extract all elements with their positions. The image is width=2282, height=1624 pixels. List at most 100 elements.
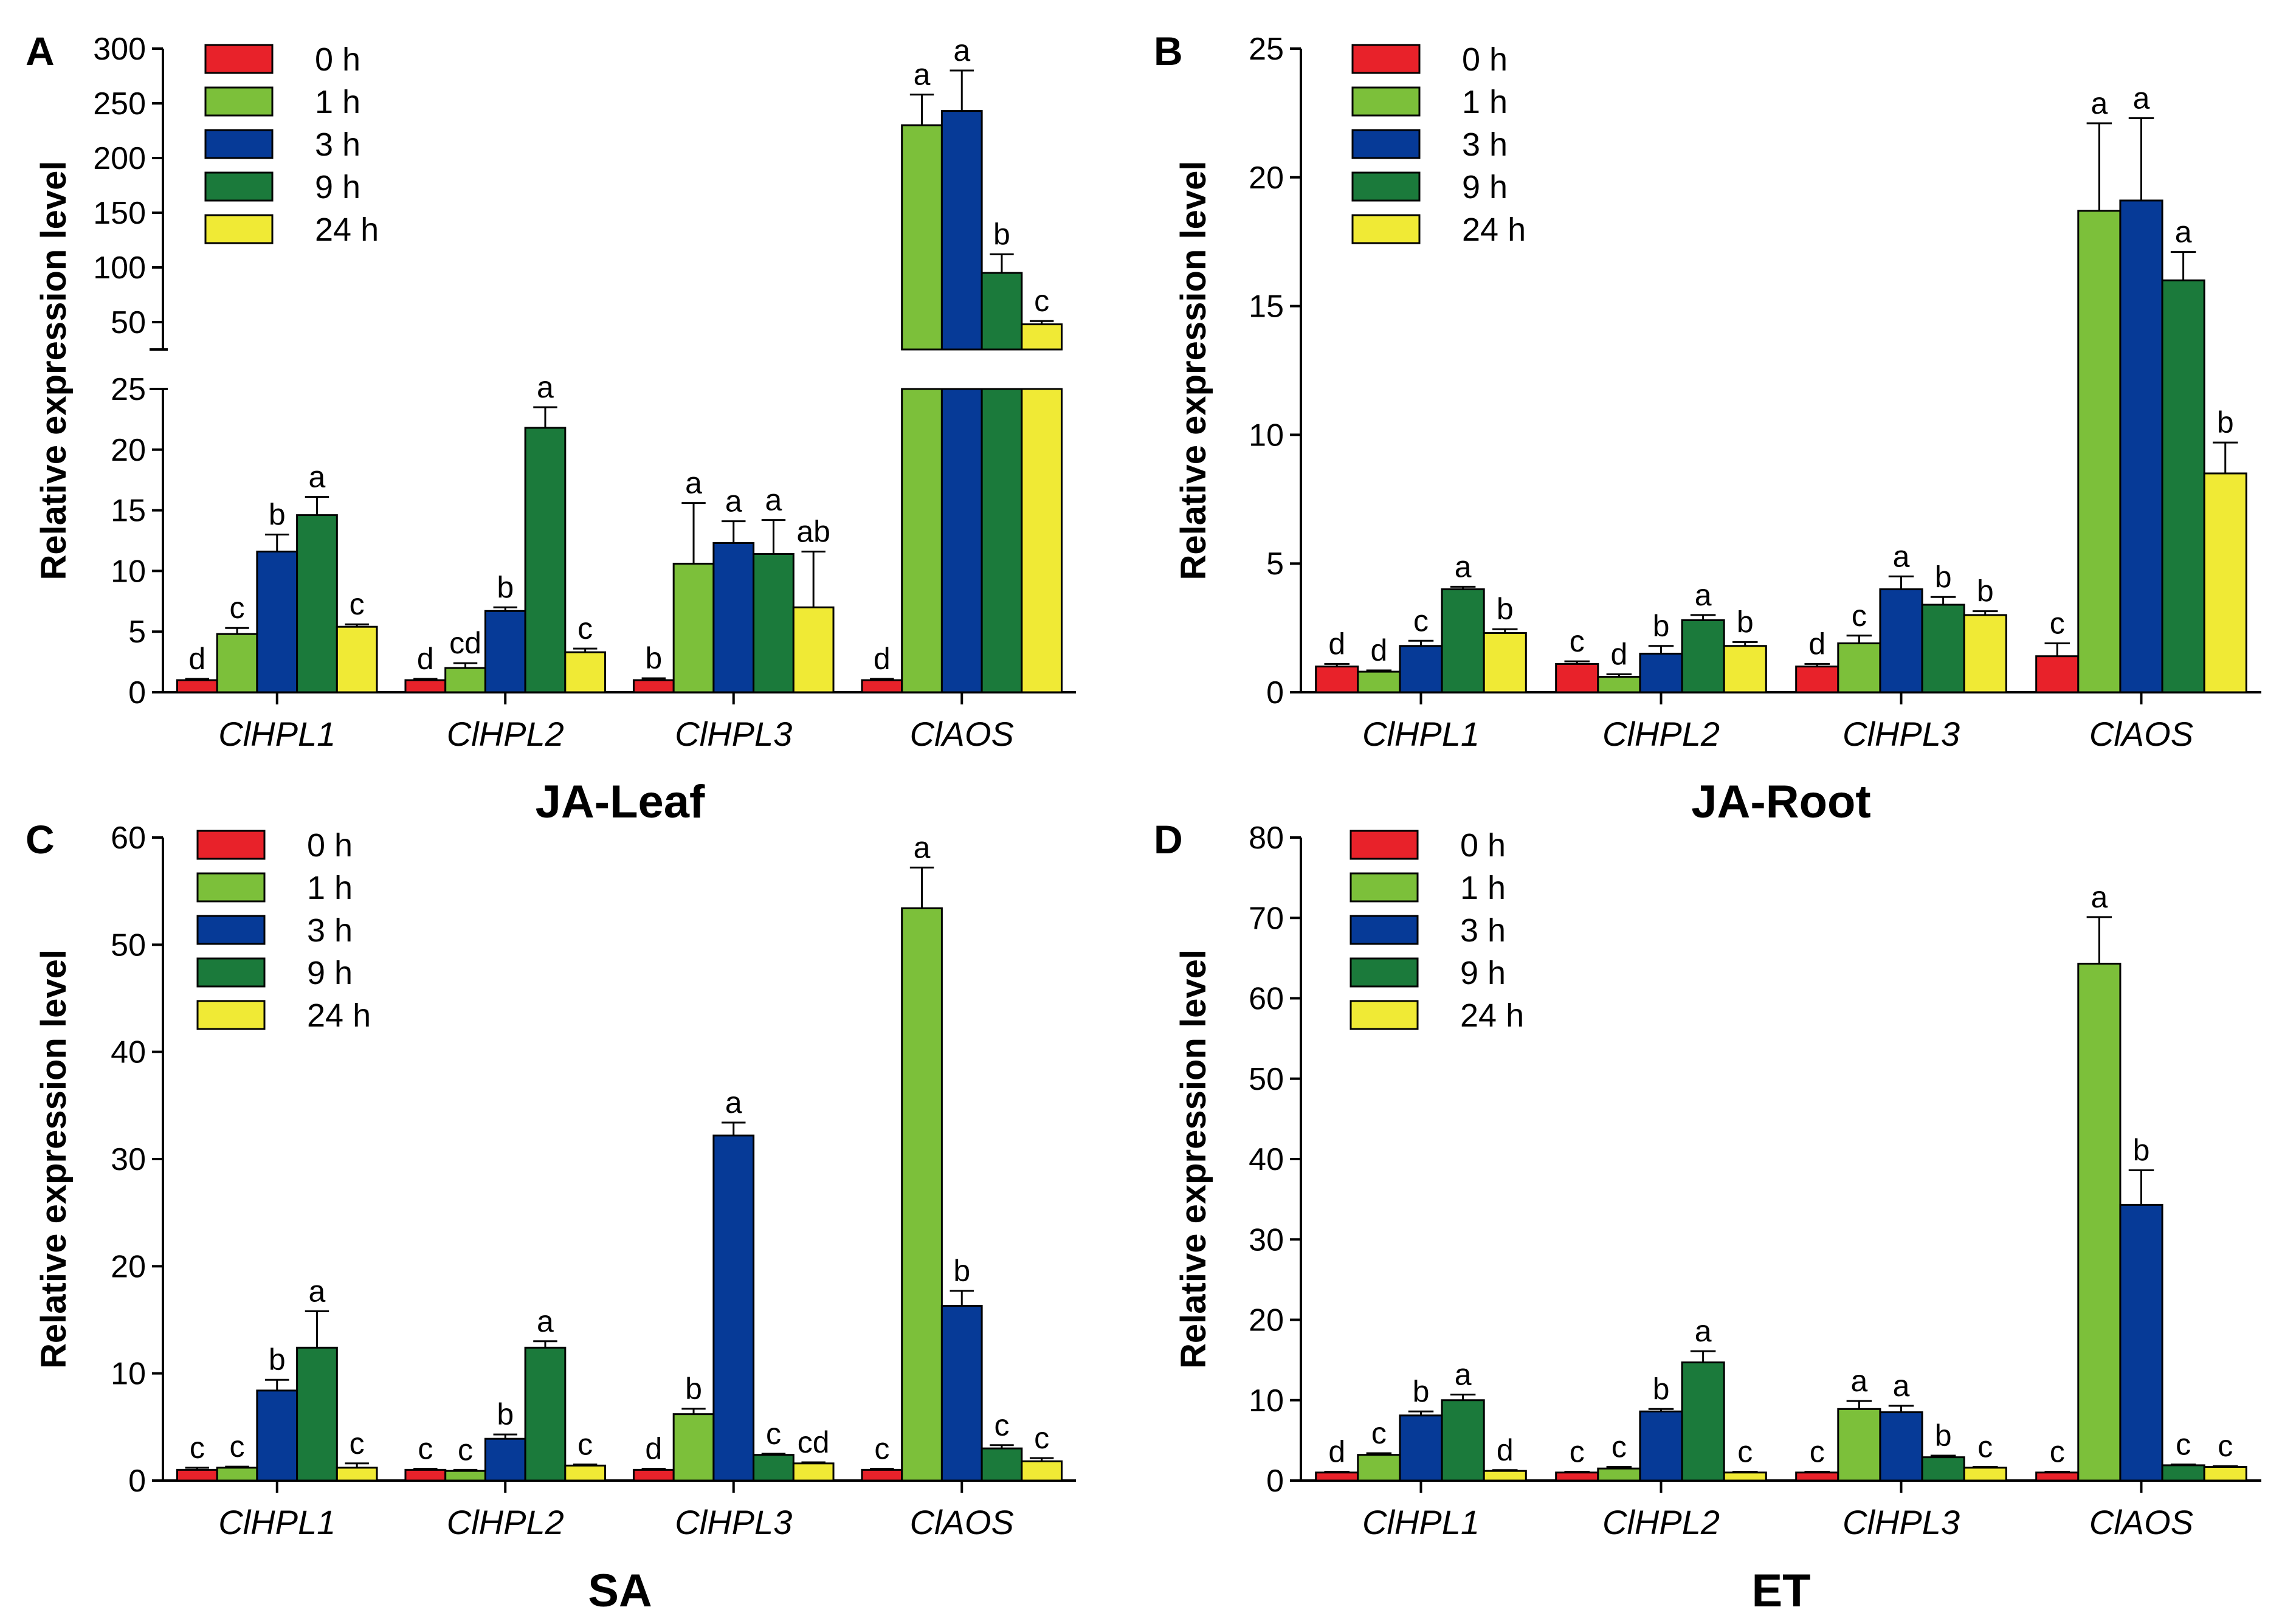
y-tick-label: 25 bbox=[1249, 32, 1284, 67]
significance-label: a bbox=[914, 58, 931, 92]
significance-label: c bbox=[1737, 1434, 1753, 1468]
legend-swatch bbox=[196, 1000, 266, 1030]
panel-title: ET bbox=[1751, 1565, 1810, 1617]
panel-label: A bbox=[26, 29, 55, 74]
significance-label: a bbox=[953, 33, 970, 67]
significance-label: a bbox=[1850, 1364, 1867, 1398]
bar bbox=[1921, 604, 1965, 693]
panel-label: C bbox=[26, 817, 55, 862]
bar bbox=[1837, 1408, 1881, 1482]
y-tick-label: 0 bbox=[128, 675, 146, 710]
significance-label: c bbox=[1852, 599, 1867, 633]
bar bbox=[444, 667, 486, 693]
significance-label: a bbox=[309, 1274, 326, 1308]
significance-label: d bbox=[1610, 637, 1627, 671]
bar bbox=[1357, 1454, 1401, 1482]
y-tick-label: 20 bbox=[111, 1249, 146, 1284]
legend-label: 0 h bbox=[307, 827, 353, 864]
bar bbox=[901, 124, 943, 351]
x-tick-label: ClAOS bbox=[910, 1503, 1014, 1541]
bar bbox=[1837, 642, 1881, 693]
significance-label: c bbox=[1612, 1430, 1627, 1464]
significance-label: c bbox=[1371, 1416, 1387, 1450]
legend-label: 0 h bbox=[1460, 827, 1506, 864]
bar bbox=[1963, 614, 2007, 693]
significance-label: c bbox=[1570, 624, 1585, 658]
y-tick-label: 30 bbox=[111, 1142, 146, 1177]
x-tick-label: ClAOS bbox=[2089, 1503, 2193, 1541]
significance-label: c bbox=[577, 611, 593, 645]
x-tick-label: ClHPL3 bbox=[1842, 715, 1960, 753]
bar bbox=[672, 1413, 715, 1482]
significance-label: b bbox=[2217, 405, 2234, 439]
significance-label: b bbox=[269, 498, 286, 532]
bar bbox=[404, 679, 447, 693]
legend-swatch bbox=[1351, 44, 1421, 74]
legend-swatch bbox=[196, 872, 266, 903]
significance-label: a bbox=[537, 1304, 554, 1338]
bar bbox=[216, 1467, 258, 1482]
significance-label: d bbox=[1328, 1434, 1345, 1468]
significance-label: d bbox=[874, 642, 891, 676]
bar bbox=[2203, 1466, 2247, 1482]
legend-swatch bbox=[1351, 171, 1421, 202]
legend: 0 h 1 h 3 h 9 h 24 h bbox=[1350, 827, 1524, 1034]
significance-label: b bbox=[1497, 592, 1514, 626]
bar bbox=[2203, 472, 2247, 693]
y-tick-label: 0 bbox=[128, 1464, 146, 1499]
y-tick-label: 10 bbox=[111, 554, 146, 589]
significance-label: b bbox=[993, 217, 1010, 251]
x-tick-label: ClAOS bbox=[910, 715, 1014, 753]
legend-swatch bbox=[196, 915, 266, 945]
panel-title: JA-Leaf bbox=[536, 776, 705, 828]
significance-label: a bbox=[309, 460, 326, 494]
y-tick-label: 10 bbox=[111, 1357, 146, 1392]
bar bbox=[1483, 632, 1527, 693]
x-tick-label: ClHPL2 bbox=[1602, 1503, 1720, 1541]
significance-label: d bbox=[1328, 627, 1345, 661]
y-tick-label: 20 bbox=[111, 433, 146, 468]
bar bbox=[1021, 323, 1063, 351]
significance-label: c bbox=[1570, 1434, 1585, 1468]
x-tick-label: ClHPL1 bbox=[218, 715, 336, 753]
y-axis: 0 5 10 15 20 25 50 100 150 200 250 300 bbox=[93, 32, 168, 710]
significance-label: a bbox=[2091, 86, 2108, 120]
legend-label: 3 h bbox=[315, 126, 360, 163]
panel-b: 0 5 10 15 20 25 Relative expression level B JA-R… bbox=[1154, 29, 2261, 828]
legend-swatch bbox=[204, 129, 274, 159]
bar bbox=[981, 272, 1023, 351]
y-tick-label: 0 bbox=[1266, 1464, 1284, 1499]
significance-label: a bbox=[2175, 215, 2192, 249]
legend-swatch bbox=[1350, 915, 1419, 945]
bar bbox=[1963, 1467, 2007, 1482]
bar bbox=[1315, 666, 1359, 693]
significance-label: c bbox=[1413, 604, 1429, 638]
significance-label: b bbox=[1653, 609, 1670, 643]
bar bbox=[256, 1389, 298, 1482]
bar bbox=[792, 606, 835, 693]
significance-label: b bbox=[1737, 605, 1754, 639]
y-axis: 0 5 10 15 20 25 bbox=[1249, 32, 1302, 710]
significance-label: b bbox=[1413, 1374, 1430, 1408]
bar-lower-segment bbox=[940, 388, 983, 693]
legend-swatch bbox=[204, 171, 274, 202]
significance-label: c bbox=[2176, 1428, 2191, 1462]
x-tick-label: ClHPL1 bbox=[1362, 715, 1480, 753]
significance-label: a bbox=[1893, 539, 1910, 573]
y-tick-label: 50 bbox=[111, 305, 146, 340]
bar bbox=[981, 1447, 1023, 1482]
significance-label: c bbox=[230, 591, 245, 625]
legend-swatch bbox=[196, 830, 266, 860]
significance-label: b bbox=[269, 1343, 286, 1377]
x-tick-label: ClHPL3 bbox=[675, 715, 792, 753]
bar bbox=[2119, 199, 2163, 693]
significance-label: d bbox=[417, 642, 434, 676]
significance-label: b bbox=[2133, 1134, 2150, 1168]
significance-label: c bbox=[418, 1432, 433, 1466]
y-tick-label: 200 bbox=[93, 141, 146, 176]
legend-label: 9 h bbox=[315, 169, 360, 205]
y-tick-label: 70 bbox=[1249, 901, 1284, 936]
